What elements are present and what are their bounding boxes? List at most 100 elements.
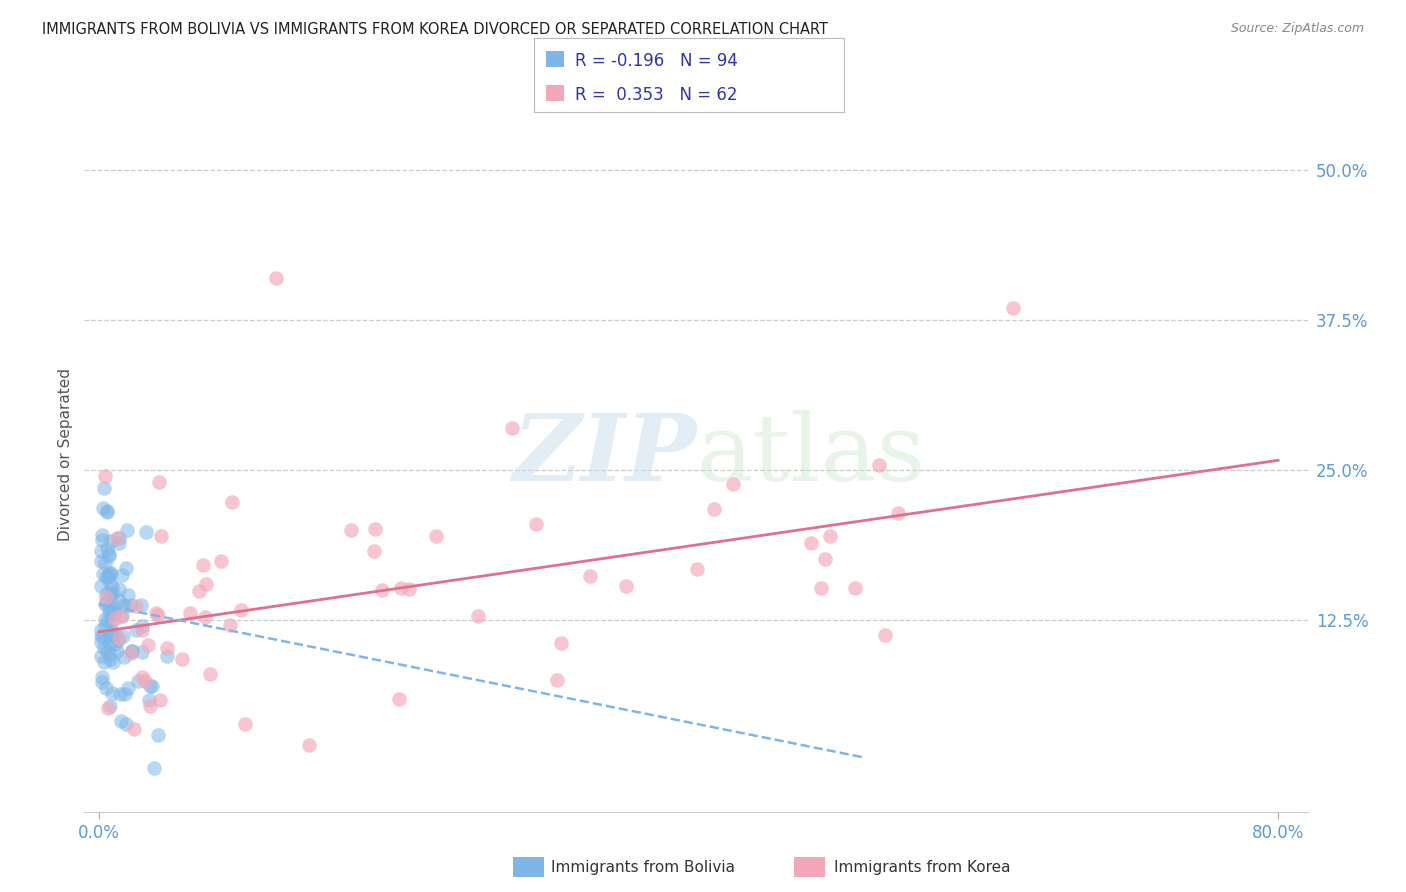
- Point: [844, 581, 866, 595]
- Point: [90, 629, 112, 643]
- Point: [108, 531, 131, 545]
- Point: [391, 581, 413, 595]
- Point: [209, 554, 232, 568]
- Point: [614, 579, 637, 593]
- Point: [124, 599, 146, 613]
- Point: [98, 566, 121, 580]
- Point: [108, 582, 131, 596]
- Point: [105, 644, 128, 658]
- Point: [873, 628, 896, 642]
- Point: [101, 656, 124, 670]
- Point: [810, 581, 832, 595]
- Point: [108, 687, 131, 701]
- Point: [141, 679, 163, 693]
- Point: [90, 634, 112, 648]
- Point: [150, 528, 173, 542]
- Point: [98, 594, 121, 608]
- Point: [90, 670, 112, 684]
- Point: [100, 587, 122, 601]
- Point: [94, 556, 117, 570]
- Point: [97, 604, 120, 618]
- Point: [94, 570, 117, 584]
- Point: [121, 644, 143, 658]
- Point: [114, 687, 136, 701]
- Point: [91, 527, 114, 541]
- Point: [103, 606, 125, 620]
- Point: [363, 544, 385, 558]
- Point: [702, 502, 724, 516]
- Point: [191, 558, 214, 573]
- Point: [90, 533, 112, 547]
- Point: [101, 600, 124, 615]
- Point: [188, 584, 211, 599]
- Point: [114, 561, 136, 575]
- Point: [721, 476, 744, 491]
- Point: [131, 623, 153, 637]
- Point: [121, 644, 143, 658]
- Point: [1001, 301, 1024, 315]
- Point: [139, 679, 162, 693]
- Point: [145, 606, 167, 620]
- Point: [101, 578, 124, 592]
- Point: [97, 548, 120, 562]
- Point: [110, 609, 132, 624]
- Point: [104, 637, 127, 651]
- Text: R = -0.196   N = 94: R = -0.196 N = 94: [575, 52, 738, 70]
- Point: [264, 271, 287, 285]
- Point: [94, 591, 117, 605]
- Point: [90, 554, 112, 568]
- Point: [107, 633, 129, 648]
- Point: [340, 523, 363, 537]
- Point: [388, 691, 411, 706]
- Point: [111, 568, 134, 582]
- Point: [138, 693, 160, 707]
- Point: [120, 646, 142, 660]
- Text: ZIP: ZIP: [512, 410, 696, 500]
- Point: [107, 535, 129, 549]
- Point: [398, 582, 420, 596]
- Point: [221, 495, 243, 509]
- Point: [550, 636, 572, 650]
- Point: [155, 648, 177, 663]
- Text: Immigrants from Korea: Immigrants from Korea: [834, 860, 1011, 874]
- Point: [93, 655, 115, 669]
- Point: [96, 615, 118, 629]
- Point: [887, 506, 910, 520]
- Point: [146, 607, 169, 622]
- Text: atlas: atlas: [696, 410, 925, 500]
- Point: [105, 531, 128, 545]
- Point: [233, 717, 256, 731]
- Point: [90, 649, 112, 664]
- Text: R =  0.353   N = 62: R = 0.353 N = 62: [575, 86, 738, 103]
- Point: [148, 728, 170, 742]
- Point: [136, 638, 159, 652]
- Point: [94, 681, 117, 696]
- Point: [108, 631, 131, 645]
- Point: [112, 628, 135, 642]
- Point: [156, 640, 179, 655]
- Point: [524, 516, 547, 531]
- Point: [100, 566, 122, 580]
- Point: [122, 722, 145, 736]
- Point: [91, 566, 114, 581]
- Point: [818, 529, 841, 543]
- Point: [120, 598, 142, 612]
- Point: [101, 685, 124, 699]
- Point: [93, 612, 115, 626]
- Point: [108, 593, 131, 607]
- Point: [194, 576, 217, 591]
- Point: [94, 597, 117, 611]
- Y-axis label: Divorced or Separated: Divorced or Separated: [58, 368, 73, 541]
- Point: [98, 567, 121, 582]
- Point: [814, 551, 837, 566]
- Point: [219, 618, 242, 632]
- Point: [170, 652, 193, 666]
- Point: [868, 458, 890, 472]
- Point: [425, 529, 447, 543]
- Point: [127, 673, 149, 688]
- Point: [686, 562, 709, 576]
- Point: [94, 596, 117, 610]
- Point: [91, 501, 114, 516]
- Point: [198, 666, 221, 681]
- Point: [546, 673, 568, 687]
